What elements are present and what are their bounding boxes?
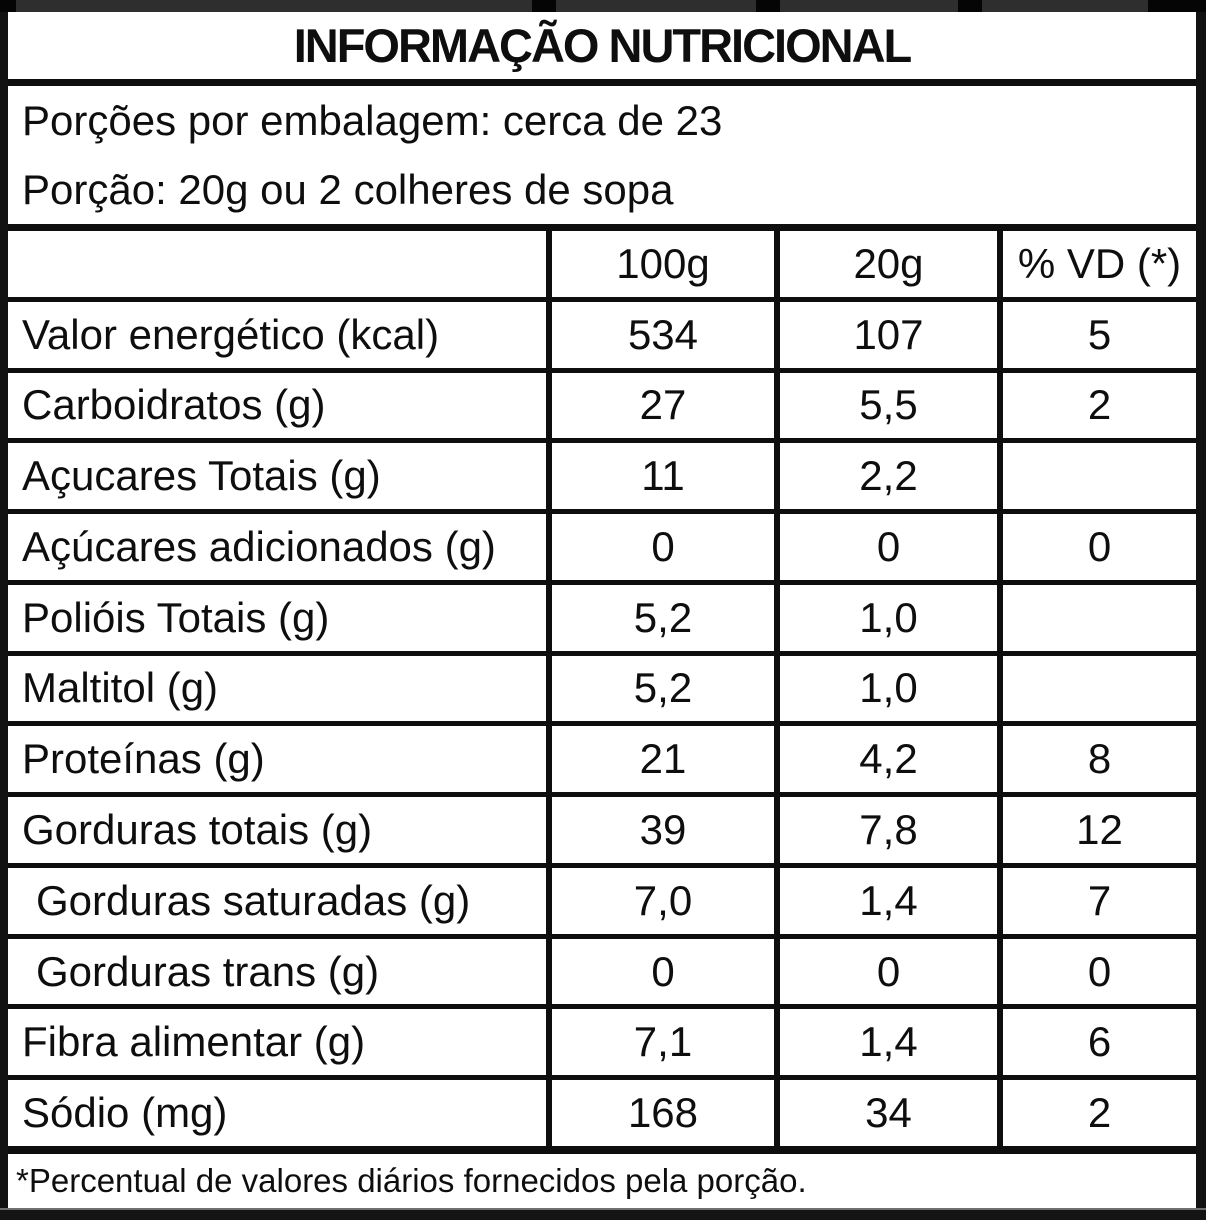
nutrient-name-cell: Açúcares adicionados (g) [22, 522, 496, 570]
table-row: Gorduras totais (g) 39 7,8 12 [8, 792, 1196, 863]
table-row: Maltitol (g) 5,2 1,0 [8, 650, 1196, 722]
value-100g-cell: 27 [546, 372, 774, 439]
table-row: Fibra alimentar (g) 7,1 1,4 6 [8, 1004, 1196, 1076]
value-20g-cell: 4,2 [774, 726, 997, 793]
value-vd-cell: 5 [997, 301, 1196, 368]
label-sheet: INFORMAÇÃO NUTRICIONAL Porções por embal… [8, 12, 1196, 1208]
value-100g-cell: 21 [546, 726, 774, 793]
table-row: Sódio (mg) 168 34 2 [8, 1075, 1196, 1146]
value-100g-cell: 7,0 [546, 867, 774, 934]
table-header-row: 100g 20g % VD (*) [8, 231, 1196, 297]
value-vd-cell [997, 655, 1196, 722]
value-20g-cell: 0 [774, 938, 997, 1005]
nutrient-name-cell: Gorduras trans (g) [36, 947, 380, 995]
value-20g-cell: 7,8 [774, 797, 997, 863]
value-vd-cell: 2 [997, 1080, 1196, 1146]
serving-size: Porção: 20g ou 2 colheres de sopa [22, 165, 674, 213]
header-nutrient-cell [8, 231, 546, 297]
column-divider-mark [958, 0, 982, 12]
nutrient-name-cell: Polióis Totais (g) [22, 593, 330, 641]
value-vd-cell: 2 [997, 372, 1196, 439]
value-100g-cell: 168 [546, 1080, 774, 1146]
value-20g-cell: 1,4 [774, 867, 997, 934]
nutrition-table: 100g 20g % VD (*) Valor energético (kcal… [8, 224, 1196, 1154]
header-percent-dv: % VD (*) [997, 231, 1196, 297]
table-row: Açúcares adicionados (g) 0 0 0 [8, 509, 1196, 580]
value-20g-cell: 5,5 [774, 372, 997, 439]
nutrient-name-cell: Proteínas (g) [22, 735, 265, 783]
header-per-100g: 100g [546, 231, 774, 297]
table-row: Polióis Totais (g) 5,2 1,0 [8, 579, 1196, 651]
table-row: Carboidratos (g) 27 5,5 2 [8, 367, 1196, 439]
value-100g-cell: 7,1 [546, 1009, 774, 1076]
value-vd-cell: 8 [997, 726, 1196, 793]
value-20g-cell: 1,4 [774, 1009, 997, 1076]
value-20g-cell: 1,0 [774, 655, 997, 722]
nutrient-name-cell: Açucares Totais (g) [22, 452, 381, 500]
header-per-serving: 20g [774, 231, 997, 297]
value-100g-cell: 39 [546, 797, 774, 863]
value-100g-cell: 5,2 [546, 655, 774, 722]
value-20g-cell: 0 [774, 514, 997, 580]
top-edge-strip [0, 0, 1206, 12]
bottom-edge-strip [0, 1208, 1206, 1220]
value-100g-cell: 0 [546, 938, 774, 1005]
column-divider-mark [756, 0, 780, 12]
nutrient-name-cell: Sódio (mg) [22, 1089, 228, 1137]
serving-info: Porções por embalagem: cerca de 23 Porçã… [8, 86, 1196, 224]
nutrient-name-cell: Gorduras saturadas (g) [36, 876, 471, 924]
value-vd-cell: 6 [997, 1009, 1196, 1076]
value-100g-cell: 11 [546, 443, 774, 510]
table-row: Açucares Totais (g) 11 2,2 [8, 438, 1196, 510]
value-vd-cell [997, 443, 1196, 510]
column-divider-mark [1148, 0, 1206, 12]
table-row: Proteínas (g) 21 4,2 8 [8, 721, 1196, 793]
value-20g-cell: 107 [774, 301, 997, 368]
nutrient-name-cell: Maltitol (g) [22, 664, 219, 712]
value-vd-cell: 7 [997, 867, 1196, 934]
value-20g-cell: 34 [774, 1080, 997, 1146]
right-edge-strip [1196, 12, 1206, 1208]
value-100g-cell: 0 [546, 514, 774, 580]
value-100g-cell: 534 [546, 301, 774, 368]
table-row: Gorduras trans (g) 0 0 0 [8, 933, 1196, 1005]
value-vd-cell [997, 584, 1196, 651]
label-title: INFORMAÇÃO NUTRICIONAL [8, 12, 1196, 86]
value-100g-cell: 5,2 [546, 584, 774, 651]
footnote: *Percentual de valores diários fornecido… [16, 1162, 807, 1199]
left-edge-strip [0, 12, 8, 1208]
value-20g-cell: 1,0 [774, 584, 997, 651]
value-vd-cell: 0 [997, 514, 1196, 580]
nutrient-name-cell: Valor energético (kcal) [22, 310, 440, 358]
value-vd-cell: 12 [997, 797, 1196, 863]
value-20g-cell: 2,2 [774, 443, 997, 510]
servings-per-package: Porções por embalagem: cerca de 23 [22, 96, 723, 144]
nutrient-name-cell: Carboidratos (g) [22, 381, 326, 429]
column-divider-mark [532, 0, 556, 12]
value-vd-cell: 0 [997, 938, 1196, 1005]
column-divider-mark [0, 0, 16, 12]
table-row: Valor energético (kcal) 534 107 5 [8, 296, 1196, 368]
nutrient-name-cell: Gorduras totais (g) [22, 806, 373, 853]
nutrient-name-cell: Fibra alimentar (g) [22, 1018, 366, 1066]
table-row: Gorduras saturadas (g) 7,0 1,4 7 [8, 862, 1196, 934]
